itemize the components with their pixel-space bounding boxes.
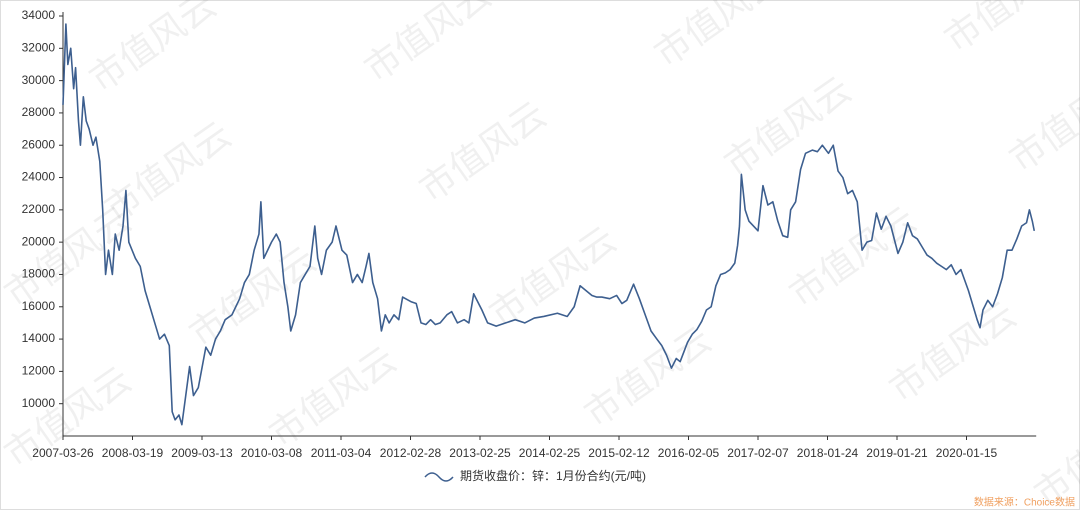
y-tick-label: 34000 [22,8,56,22]
x-tick-label: 2013-02-25 [449,446,511,460]
legend-icon [424,472,454,482]
y-tick-label: 30000 [22,73,56,87]
x-tick-label: 2012-02-28 [380,446,442,460]
y-tick-label: 16000 [22,299,56,313]
x-tick-label: 2011-03-04 [311,446,372,460]
x-tick-label: 2020-01-15 [936,446,998,460]
x-tick-label: 2019-01-21 [866,446,928,460]
line [62,23,1036,426]
legend-label: 期货收盘价：锌：1月份合约(元/吨) [460,468,646,483]
x-tick-label: 2015-02-12 [588,446,650,460]
y-tick-label: 28000 [22,105,56,119]
x-tick-label: 2010-03-08 [241,446,303,460]
y-tick-label: 32000 [22,40,56,54]
y-tick-label: 20000 [22,234,56,248]
y-tick-label: 12000 [22,364,56,378]
x-tick-label: 2007-03-26 [32,446,94,460]
x-tick-label: 2016-02-05 [658,446,720,460]
source-note: 数据来源：Choice数据 [974,496,1075,509]
y-tick-label: 24000 [22,170,56,184]
x-tick-label: 2018-01-24 [797,446,859,460]
x-tick-label: 2014-02-25 [519,446,581,460]
y-tick-label: 18000 [22,267,56,281]
x-tick-label: 2017-02-07 [727,446,789,460]
x-tick-label: 2008-03-19 [102,446,164,460]
x-tick-label: 2009-03-13 [171,446,233,460]
y-tick-label: 14000 [22,331,56,345]
y-tick-label: 26000 [22,137,56,151]
y-tick-label: 22000 [22,202,56,216]
y-tick-label: 10000 [22,396,56,410]
